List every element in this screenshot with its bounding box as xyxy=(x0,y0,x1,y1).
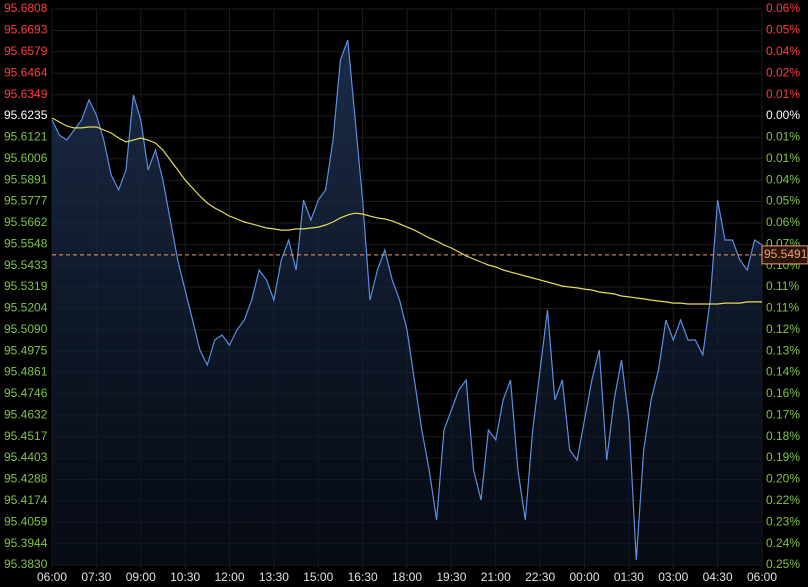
line xyxy=(51,39,763,561)
y2-tick-label: 0.04% xyxy=(766,44,800,58)
y2-tick-label: 0.01% xyxy=(766,151,800,165)
y2-tick-label: 0.16% xyxy=(766,386,800,400)
x-tick-label: 06:00 xyxy=(37,570,67,584)
y-tick-label: 95.6006 xyxy=(4,151,48,165)
x-tick-label: 15:00 xyxy=(303,570,333,584)
y2-tick-label: 0.02% xyxy=(766,65,800,79)
y-tick-label: 95.6579 xyxy=(4,44,48,58)
x-tick-label: 07:30 xyxy=(81,570,111,584)
x-tick-label: 16:30 xyxy=(348,570,378,584)
y-tick-label: 95.6464 xyxy=(4,65,48,79)
y2-tick-label: 0.19% xyxy=(766,450,800,464)
y-tick-label: 95.5204 xyxy=(4,301,48,315)
y-tick-label: 95.4059 xyxy=(4,514,48,528)
y2-tick-label: 0.20% xyxy=(766,472,800,486)
x-tick-label: 09:00 xyxy=(126,570,156,584)
y-tick-label: 95.3944 xyxy=(4,536,48,550)
y2-tick-label: 0.06% xyxy=(766,1,800,15)
x-tick-label: 22:30 xyxy=(525,570,555,584)
x-tick-label: 03:00 xyxy=(658,570,688,584)
y2-tick-label: 0.05% xyxy=(766,23,800,37)
y-tick-label: 95.6808 xyxy=(4,1,48,15)
y2-tick-label: 0.23% xyxy=(766,514,800,528)
y2-tick-label: 0.25% xyxy=(766,557,800,571)
x-tick-label: 01:30 xyxy=(614,570,644,584)
y2-tick-label: 0.04% xyxy=(766,172,800,186)
y2-tick-label: 0.12% xyxy=(766,322,800,336)
y2-tick-label: 0.01% xyxy=(766,87,800,101)
y2-tick-label: 0.05% xyxy=(766,194,800,208)
y-tick-label: 95.5662 xyxy=(4,215,48,229)
x-tick-label: 13:30 xyxy=(259,570,289,584)
y2-tick-label: 0.14% xyxy=(766,365,800,379)
y-tick-label: 95.5090 xyxy=(4,322,48,336)
last-price-label: 95.5491 xyxy=(764,247,808,261)
y2-tick-label: 0.11% xyxy=(766,301,799,315)
x-tick-label: 06:00 xyxy=(747,570,777,584)
last-price-box xyxy=(761,245,808,265)
y2-tick-label: 0.06% xyxy=(766,215,800,229)
x-tick-label: 00:00 xyxy=(569,570,599,584)
y-tick-label: 95.5777 xyxy=(4,194,48,208)
x-tick-label: 21:00 xyxy=(481,570,511,584)
y-tick-label: 95.6121 xyxy=(4,129,48,143)
y-tick-label: 95.4746 xyxy=(4,386,48,400)
x-tick-label: 10:30 xyxy=(170,570,200,584)
y-tick-label: 95.6349 xyxy=(4,87,48,101)
y2-tick-label: 0.18% xyxy=(766,429,800,443)
y-tick-label: 95.4174 xyxy=(4,493,48,507)
y-tick-label: 95.5891 xyxy=(4,172,48,186)
y2-tick-label: 0.11% xyxy=(766,279,799,293)
y-tick-label: 95.5319 xyxy=(4,279,48,293)
x-tick-label: 18:00 xyxy=(392,570,422,584)
y-tick-label: 95.4975 xyxy=(4,343,48,357)
x-tick-label: 12:00 xyxy=(214,570,244,584)
y2-tick-label: 0.22% xyxy=(766,493,800,507)
y-tick-label: 95.5548 xyxy=(4,236,48,250)
line xyxy=(51,117,762,305)
y2-tick-label: 0.13% xyxy=(766,343,800,357)
y-tick-label: 95.5433 xyxy=(4,258,48,272)
y-tick-label: 95.6235 xyxy=(4,108,48,122)
y-tick-label: 95.4632 xyxy=(4,407,48,421)
area xyxy=(52,40,762,565)
y-tick-label: 95.3830 xyxy=(4,557,48,571)
y2-tick-label: 0.24% xyxy=(766,536,800,550)
x-tick-label: 04:30 xyxy=(703,570,733,584)
y2-tick-label: 0.00% xyxy=(766,108,800,122)
y-tick-label: 95.4403 xyxy=(4,450,48,464)
y2-tick-label: 0.01% xyxy=(766,129,800,143)
y-tick-label: 95.4288 xyxy=(4,472,48,486)
y-tick-label: 95.4517 xyxy=(4,429,48,443)
y2-tick-label: 0.17% xyxy=(766,407,800,421)
y-tick-label: 95.6693 xyxy=(4,23,48,37)
x-tick-label: 19:30 xyxy=(436,570,466,584)
y-tick-label: 95.4861 xyxy=(4,365,48,379)
